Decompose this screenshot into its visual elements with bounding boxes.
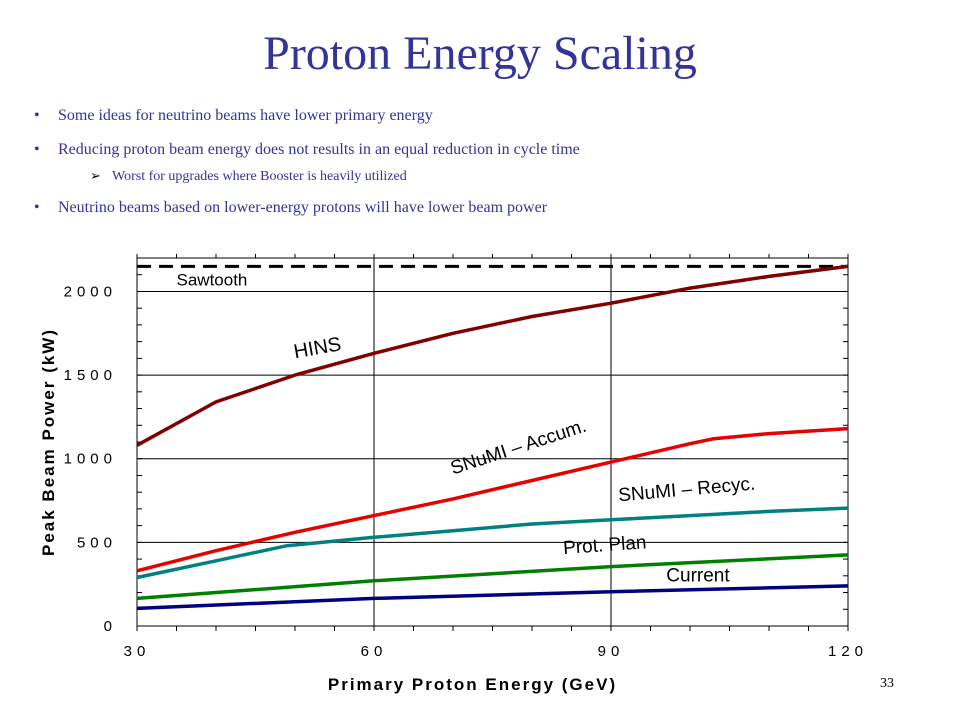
bullet-dot-icon: •: [34, 107, 40, 124]
y-tick-label: 1000: [64, 451, 117, 468]
bullet-dot-icon: •: [34, 141, 40, 158]
x-tick-label: 60: [361, 643, 388, 660]
x-tick-label: 30: [124, 643, 151, 660]
series-label-snumi-accum: SNuMI – Accum.: [448, 416, 589, 480]
bullet-list: • Some ideas for neutrino beams have low…: [34, 106, 934, 232]
bullet-item: • Some ideas for neutrino beams have low…: [34, 106, 934, 126]
y-tick-label: 2000: [64, 283, 117, 300]
x-tick-label: 90: [598, 643, 625, 660]
bullet-item: • Reducing proton beam energy does not r…: [34, 140, 934, 160]
series-label-current: Current: [666, 566, 730, 587]
series-label-prot-plan: Prot. Plan: [562, 532, 647, 559]
series-line-prot-plan: [136, 553, 849, 601]
page-number: 33: [880, 676, 894, 691]
series-line-current: [136, 584, 849, 611]
series-label-sawtooth: Sawtooth: [177, 271, 248, 290]
sub-bullet-item: ➢ Worst for upgrades where Booster is he…: [90, 168, 934, 186]
slide-title: Proton Energy Scaling: [263, 27, 697, 80]
grid-layer: [136, 254, 849, 631]
sub-bullet-text: Worst for upgrades where Booster is heav…: [112, 169, 407, 184]
x-axis-label: Primary Proton Energy (GeV): [328, 675, 617, 694]
y-tick-label: 500: [77, 534, 117, 551]
bullet-text: Neutrino beams based on lower-energy pro…: [58, 199, 548, 216]
y-tick-label: 0: [104, 618, 117, 635]
plot-frame: [136, 257, 849, 627]
beam-power-chart: 30 60 90 120 0 500 1000 1500 2000 Primary Proton …: [39, 254, 868, 694]
series-line-snumi-accum: [136, 426, 849, 573]
y-axis-label: Peak Beam Power (kW): [39, 328, 58, 556]
series-line-hins: [136, 264, 849, 447]
arrow-bullet-icon: ➢: [90, 169, 101, 184]
series-layer: [136, 264, 849, 611]
x-tick-label: 120: [828, 643, 868, 660]
bullet-item: • Neutrino beams based on lower-energy p…: [34, 198, 934, 218]
bullet-dot-icon: •: [34, 199, 40, 216]
series-label-snumi-recyc: SNuMI – Recyc.: [618, 473, 757, 506]
y-tick-label: 1500: [64, 367, 117, 384]
series-line-snumi-recyc: [136, 506, 849, 580]
bullet-text: Reducing proton beam energy does not res…: [58, 141, 580, 158]
bullet-text: Some ideas for neutrino beams have lower…: [58, 107, 433, 124]
series-label-hins: HINS: [292, 333, 343, 363]
